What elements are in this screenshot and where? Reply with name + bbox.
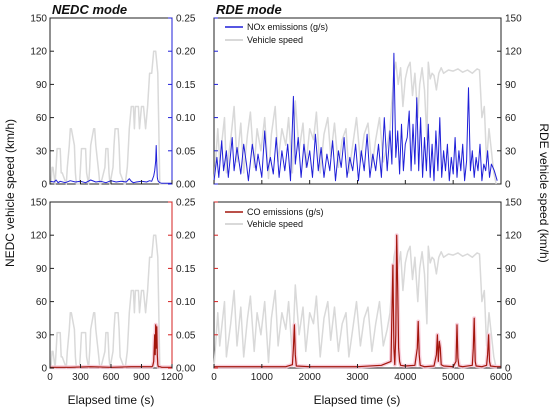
co-emission-tick-label: 0.05 bbox=[176, 330, 196, 341]
nedc-time-tick-label: 1200 bbox=[161, 372, 184, 383]
rde-time-tick-label: 3000 bbox=[346, 372, 369, 383]
nedc-bottom-speed-tick-label: 120 bbox=[30, 231, 47, 242]
nedc-time-tick-label: 0 bbox=[47, 372, 53, 383]
tick-layer: 0 30 60 90 120 150 0 30 60 90 120 150 0.00 0.05 0.10 0.… bbox=[30, 14, 522, 384]
rde-time-tick-label: 4000 bbox=[394, 372, 417, 383]
rde-speed-line-bottom bbox=[213, 245, 497, 369]
rde-time-tick-label: 5000 bbox=[442, 372, 465, 383]
rde-bottom-speed-tick-label: 60 bbox=[505, 297, 517, 308]
nedc-nox-line bbox=[49, 145, 172, 184]
nox-emission-tick-label: 0.20 bbox=[176, 47, 196, 58]
rde-top-speed-tick-label: 150 bbox=[505, 14, 522, 25]
legend-nox-label: NOx emissions (g/s) bbox=[247, 22, 328, 32]
rde-time-tick-label: 6000 bbox=[490, 372, 513, 383]
nedc-top-speed-tick-label: 120 bbox=[30, 47, 47, 58]
nedc-mode-title: NEDC mode bbox=[52, 2, 127, 17]
nedc-bottom-speed-tick-label: 150 bbox=[30, 198, 47, 209]
rde-bottom-speed-tick-label: 30 bbox=[505, 330, 517, 341]
co-emission-tick-label: 0.15 bbox=[176, 264, 196, 275]
rde-top-speed-tick-label: 60 bbox=[505, 113, 517, 124]
nedc-bottom-speed-tick-label: 0 bbox=[41, 364, 47, 375]
right-y-axis-title: RDE vehicle speed (km/h) bbox=[537, 123, 550, 262]
nedc-top-speed-tick-label: 0 bbox=[41, 180, 47, 191]
nedc-top-speed-tick-label: 30 bbox=[36, 146, 48, 157]
nox-emission-tick-label: 0.25 bbox=[176, 14, 196, 25]
rde-nox-line bbox=[213, 52, 498, 182]
nox-emission-tick-label: 0.05 bbox=[176, 146, 196, 157]
rde-bottom-speed-tick-label: 0 bbox=[505, 364, 511, 375]
rde-time-tick-label: 1000 bbox=[251, 372, 274, 383]
nedc-top-speed-tick-label: 60 bbox=[36, 113, 48, 124]
rde-speed-line-top bbox=[213, 61, 497, 185]
rde-time-tick-label: 2000 bbox=[299, 372, 322, 383]
legend-co-label: CO emissions (g/s) bbox=[247, 207, 324, 217]
left-y-axis-title: NEDC vehicle speed (km/h) bbox=[3, 119, 17, 267]
rde-bottom-speed-tick-label: 120 bbox=[505, 231, 522, 242]
nedc-bottom-speed-tick-label: 90 bbox=[36, 264, 48, 275]
legend-top: NOx emissions (g/s) Vehicle speed bbox=[225, 22, 328, 45]
nedc-bottom-speed-tick-label: 30 bbox=[36, 330, 48, 341]
co-emission-tick-label: 0.25 bbox=[176, 198, 196, 209]
nedc-top-speed-tick-label: 90 bbox=[36, 80, 48, 91]
rde-top-speed-tick-label: 120 bbox=[505, 47, 522, 58]
nox-emission-tick-label: 0.10 bbox=[176, 113, 196, 124]
nedc-time-tick-label: 900 bbox=[133, 372, 150, 383]
nedc-speed-line-top bbox=[50, 50, 170, 185]
rde-top-speed-tick-label: 30 bbox=[505, 146, 517, 157]
rde-mode-title: RDE mode bbox=[216, 2, 282, 17]
co-emission-tick-label: 0.10 bbox=[176, 297, 196, 308]
nedc-time-tick-label: 300 bbox=[72, 372, 89, 383]
nedc-bottom-speed-tick-label: 60 bbox=[36, 297, 48, 308]
rde-top-speed-tick-label: 90 bbox=[505, 80, 517, 91]
co-emission-tick-label: 0.00 bbox=[176, 364, 196, 375]
nedc-speed-line-bottom bbox=[50, 234, 170, 369]
rde-bottom-speed-tick-label: 90 bbox=[505, 264, 517, 275]
x-axis-title-nedc: Elapsed time (s) bbox=[68, 393, 155, 407]
nedc-time-tick-label: 600 bbox=[103, 372, 120, 383]
nox-emission-tick-label: 0.15 bbox=[176, 80, 196, 91]
legend-speed-label-top: Vehicle speed bbox=[247, 35, 303, 45]
nedc-top-speed-tick-label: 150 bbox=[30, 14, 47, 25]
nox-emission-tick-label: 0.00 bbox=[176, 180, 196, 191]
legend-speed-label-bottom: Vehicle speed bbox=[247, 219, 303, 229]
x-axis-title-rde: Elapsed time (s) bbox=[314, 393, 401, 407]
legend-bottom: CO emissions (g/s) Vehicle speed bbox=[225, 207, 324, 229]
co-emission-tick-label: 0.20 bbox=[176, 231, 196, 242]
rde-top-speed-tick-label: 0 bbox=[505, 180, 511, 191]
rde-co-line bbox=[214, 234, 501, 368]
rde-bottom-speed-tick-label: 150 bbox=[505, 198, 522, 209]
rde-time-tick-label: 0 bbox=[211, 372, 217, 383]
